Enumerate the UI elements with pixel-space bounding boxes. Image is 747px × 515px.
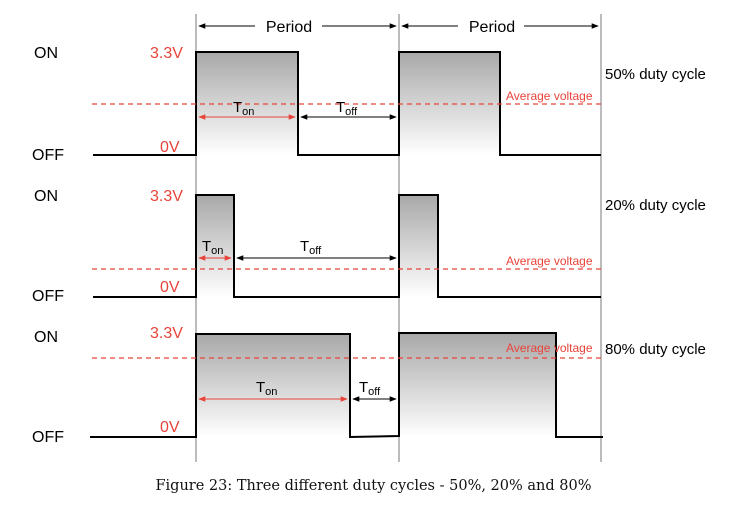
on-label: ON (34, 188, 58, 205)
t-on-label: Ton (233, 99, 254, 118)
pwm-waveform (90, 332, 603, 439)
off-label: OFF (32, 429, 64, 446)
pwm-duty-cycle-diagram: Period Period ON OFF 3.3V 0V Average vol… (32, 14, 706, 462)
panel-20-percent: ON OFF 3.3V 0V Average voltage Ton Toff … (32, 188, 706, 305)
panel-80-percent: ON OFF 3.3V 0V Average voltage Ton Toff … (32, 325, 706, 446)
t-off-label: Toff (359, 379, 381, 398)
duty-cycle-label: 50% duty cycle (605, 66, 706, 83)
pulse-fill (399, 195, 438, 297)
duty-cycle-label: 20% duty cycle (605, 197, 706, 214)
high-voltage-label: 3.3V (150, 45, 183, 62)
off-label: OFF (32, 288, 64, 305)
t-on-label: Ton (202, 238, 223, 257)
pulse-fill (399, 333, 556, 437)
pulse-fill (196, 195, 234, 297)
duty-cycle-label: 80% duty cycle (605, 341, 706, 358)
high-voltage-label: 3.3V (150, 188, 183, 205)
t-off-label: Toff (300, 238, 322, 257)
t-on-label: Ton (256, 379, 277, 398)
average-voltage-label: Average voltage (506, 89, 593, 103)
pwm-waveform (93, 194, 601, 298)
period-label: Period (469, 19, 515, 36)
period-label: Period (266, 19, 312, 36)
pulse-fill (399, 52, 500, 155)
pulse-fill (196, 334, 350, 437)
t-off-label: Toff (336, 99, 358, 118)
low-voltage-label: 0V (160, 419, 180, 436)
off-label: OFF (32, 147, 64, 164)
on-label: ON (34, 45, 58, 62)
figure-caption: Figure 23: Three different duty cycles -… (155, 478, 592, 494)
panel-50-percent: ON OFF 3.3V 0V Average voltage Ton Toff … (32, 45, 706, 164)
high-voltage-label: 3.3V (150, 325, 183, 342)
low-voltage-label: 0V (160, 139, 180, 156)
average-voltage-label: Average voltage (506, 254, 593, 268)
low-voltage-label: 0V (160, 279, 180, 296)
average-voltage-label: Average voltage (506, 341, 593, 355)
on-label: ON (34, 329, 58, 346)
